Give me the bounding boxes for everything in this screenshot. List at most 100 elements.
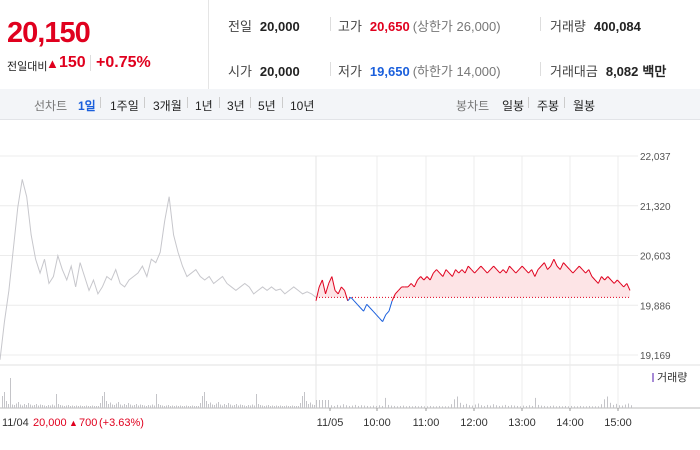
stat-label: 시가 (228, 64, 252, 79)
tab-10years[interactable]: 10년 (290, 99, 315, 113)
volume-bar (589, 405, 590, 408)
today-segment (461, 269, 466, 274)
volume-bar (74, 406, 75, 408)
tab-daily-candle[interactable]: 일봉 (502, 99, 525, 113)
today-segment (613, 279, 618, 284)
volume-bar (276, 405, 277, 408)
today-segment (341, 286, 345, 291)
volume-bar (430, 405, 431, 408)
today-segment (477, 265, 482, 270)
today-segment (360, 307, 364, 312)
x-axis-labels: 11/05 10:00 11:00 12:00 13:00 14:00 15:00 (317, 417, 632, 429)
volume-bar (30, 404, 31, 408)
volume-bar (236, 404, 237, 408)
volume-bar (272, 405, 273, 408)
today-segment (337, 286, 342, 295)
volume-legend-marker (652, 373, 654, 382)
y-tick-label: 19,169 (640, 351, 671, 362)
volume-bar (526, 405, 527, 408)
today-segment (315, 286, 320, 301)
today-segment (483, 269, 488, 274)
volume-bar (288, 406, 289, 408)
today-segment (328, 276, 333, 284)
volume-bar (140, 404, 141, 408)
volume-bar (26, 405, 27, 408)
volume-bar (454, 399, 455, 408)
volume-bar (208, 404, 209, 408)
volume-bar (136, 404, 137, 408)
today-segment (502, 269, 507, 274)
current-price-box: 20,150 전일대비 ▲ 150 +0.75% (0, 0, 209, 89)
volume-bar (80, 405, 81, 408)
volume-bar (134, 405, 135, 408)
volume-bar (502, 405, 503, 408)
volume-bar (610, 402, 611, 408)
x-tick-label: 11:00 (413, 417, 440, 429)
volume-bar (403, 405, 404, 408)
volume-bar (252, 404, 253, 408)
tab-3months[interactable]: 3개월 (153, 99, 182, 113)
y-tick-label: 19,886 (640, 301, 671, 312)
volume-bar (601, 404, 602, 408)
volume-bar (212, 404, 213, 408)
volume-bar (442, 406, 443, 408)
volume-bar (50, 405, 51, 408)
volume-bar (176, 405, 177, 408)
volume-bar (598, 406, 599, 408)
today-segment (353, 300, 358, 305)
volume-bar (182, 406, 183, 408)
volume-bar (550, 405, 551, 408)
volume-bar (164, 406, 165, 408)
volume-bar (244, 405, 245, 408)
volume-bar (460, 402, 461, 408)
volume-bar (220, 404, 221, 408)
today-segment (616, 279, 621, 284)
volume-bar (126, 405, 127, 408)
volume-bar (472, 405, 473, 408)
volume-bar (451, 404, 452, 408)
volume-bar (34, 405, 35, 408)
today-segment (356, 303, 361, 309)
today-segment (534, 269, 539, 277)
volume-bar (388, 404, 389, 408)
tab-5years[interactable]: 5년 (258, 99, 276, 113)
tab-divider (282, 97, 283, 108)
volume-bar (270, 406, 271, 408)
stat-value: 19,650 (369, 64, 410, 79)
volume-bar (216, 403, 217, 408)
volume-bar (86, 405, 87, 408)
volume-bar (22, 405, 23, 408)
tab-1week[interactable]: 1주일 (110, 99, 139, 113)
volume-bar (619, 405, 620, 408)
today-segment (578, 265, 583, 270)
tab-divider (100, 97, 101, 108)
volume-bar (2, 396, 3, 408)
today-segment (451, 269, 457, 277)
prev-day-date: 11/04 (2, 417, 29, 429)
stat-value: 8,082 (605, 64, 639, 79)
stat-low: 저가 19,650 (하한가 14,000) (338, 61, 501, 80)
volume-bar (48, 405, 49, 408)
x-tick-label: 11/05 (317, 417, 344, 429)
today-segment (407, 283, 412, 288)
tab-1day[interactable]: 1일 (78, 99, 96, 113)
today-segment (505, 265, 510, 274)
volume-bar (493, 404, 494, 408)
volume-bar (230, 404, 231, 408)
today-segment (594, 279, 599, 284)
tab-monthly-candle[interactable]: 월봉 (573, 99, 596, 113)
volume-bar (616, 403, 617, 408)
tab-weekly-candle[interactable]: 주봉 (537, 99, 560, 113)
tab-1year[interactable]: 1년 (195, 99, 213, 113)
volume-bar (174, 406, 175, 408)
volume-bar (60, 405, 61, 408)
stat-prev-close: 전일 20,000 (228, 16, 300, 35)
today-segment (610, 279, 615, 284)
line-chart-title: 선차트 (34, 99, 68, 113)
volume-bar (445, 406, 446, 408)
volume-bar (192, 405, 193, 408)
volume-bar (427, 406, 428, 408)
today-segment (379, 317, 383, 322)
volume-bar (264, 406, 265, 408)
tab-3years[interactable]: 3년 (227, 99, 245, 113)
